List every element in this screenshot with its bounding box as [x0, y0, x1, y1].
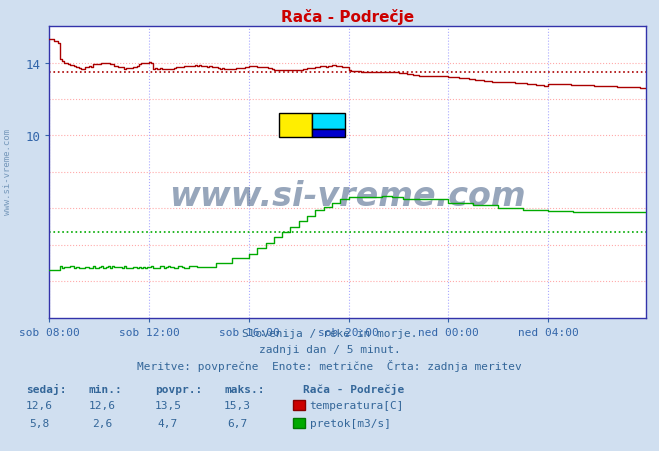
Text: 12,6: 12,6: [26, 400, 53, 410]
Text: Rača - Podrečje: Rača - Podrečje: [303, 383, 405, 394]
Text: min.:: min.:: [89, 384, 123, 394]
Text: zadnji dan / 5 minut.: zadnji dan / 5 minut.: [258, 345, 401, 354]
Text: 13,5: 13,5: [155, 400, 181, 410]
Text: 6,7: 6,7: [227, 418, 247, 428]
Text: povpr.:: povpr.:: [155, 384, 202, 394]
Text: www.si-vreme.com: www.si-vreme.com: [169, 179, 526, 212]
Text: Slovenija / reke in morje.: Slovenija / reke in morje.: [242, 328, 417, 338]
Text: pretok[m3/s]: pretok[m3/s]: [310, 418, 391, 428]
Text: Meritve: povprečne  Enote: metrične  Črta: zadnja meritev: Meritve: povprečne Enote: metrične Črta:…: [137, 359, 522, 371]
Text: 2,6: 2,6: [92, 418, 112, 428]
FancyBboxPatch shape: [312, 129, 345, 138]
Title: Rača - Podrečje: Rača - Podrečje: [281, 9, 415, 24]
Text: 12,6: 12,6: [89, 400, 115, 410]
Text: temperatura[C]: temperatura[C]: [310, 400, 404, 410]
FancyBboxPatch shape: [279, 114, 312, 138]
Text: sedaj:: sedaj:: [26, 383, 67, 394]
Text: 15,3: 15,3: [224, 400, 250, 410]
Text: 4,7: 4,7: [158, 418, 178, 428]
Text: 5,8: 5,8: [30, 418, 49, 428]
Text: maks.:: maks.:: [224, 384, 264, 394]
Text: www.si-vreme.com: www.si-vreme.com: [3, 129, 13, 214]
FancyBboxPatch shape: [312, 114, 345, 129]
